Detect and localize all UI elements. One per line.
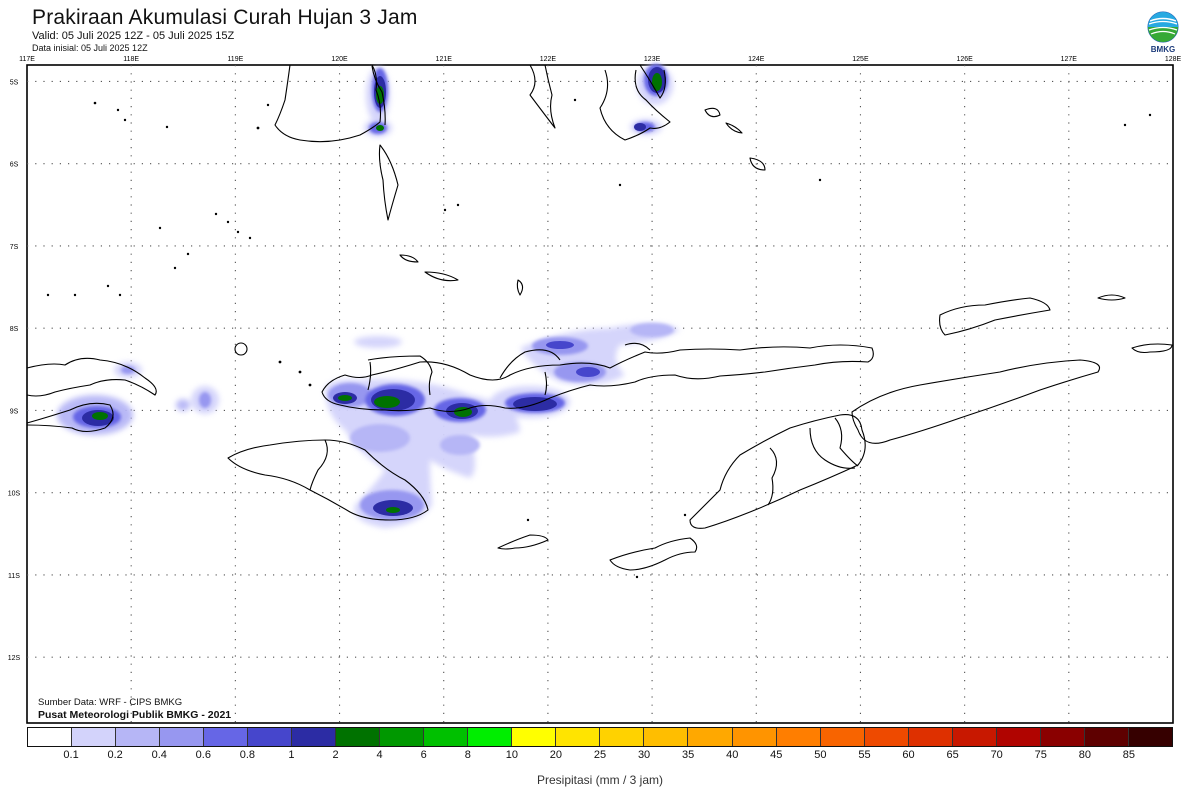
legend-unit: Presipitasi (mm / 3 jam) <box>536 773 664 787</box>
legend-swatch <box>468 728 513 746</box>
legend-label: 35 <box>682 749 695 761</box>
legend-swatch <box>864 728 909 746</box>
legend-label: 50 <box>814 749 827 761</box>
latitude-labels: 5S 6S 7S 8S 9S 10S 11S 12S <box>8 79 21 662</box>
data-source: Sumber Data: WRF - CIPS BMKG <box>38 697 183 708</box>
legend-label: 70 <box>990 749 1003 761</box>
legend-label: 2 <box>332 749 339 761</box>
bmkg-logo-icon <box>1147 11 1179 43</box>
legend-swatch <box>1128 728 1172 746</box>
legend-label: 75 <box>1034 749 1047 761</box>
legend-swatch <box>424 728 469 746</box>
legend-label: 6 <box>420 749 427 761</box>
latitude-label: 10S <box>8 491 21 498</box>
legend-label: 45 <box>770 749 783 761</box>
islets <box>46 98 1152 579</box>
longitude-label: 124E <box>748 56 765 63</box>
legend-label: 0.8 <box>239 749 256 761</box>
producer-credit: Pusat Meteorologi Publik BMKG - 2021 <box>38 709 232 721</box>
longitude-label: 125E <box>852 56 869 63</box>
longitude-label: 122E <box>540 56 557 63</box>
latitude-label: 12S <box>8 655 21 662</box>
rainfall-map: 117E 118E 119E 120E 121E 122E 123E 124E 125E 126E… <box>8 56 1181 724</box>
longitude-label: 121E <box>436 56 453 63</box>
initial-data: Data inisial: 05 Juli 2025 12Z <box>32 43 148 53</box>
legend-label: 0.2 <box>107 749 123 761</box>
legend-label: 0.6 <box>195 749 211 761</box>
latitude-label: 8S <box>10 326 19 333</box>
latitude-label: 11S <box>8 573 20 580</box>
legend-swatch <box>292 728 337 746</box>
legend-label: 60 <box>902 749 915 761</box>
precipitation-layer <box>57 64 680 528</box>
longitude-label: 119E <box>227 56 243 63</box>
legend-label: 30 <box>637 749 651 761</box>
legend-swatch <box>204 728 249 746</box>
legend-swatch <box>688 728 733 746</box>
latitude-label: 6S <box>10 162 19 169</box>
legend-swatch <box>512 728 557 746</box>
legend-swatch <box>72 728 117 746</box>
legend-swatch <box>776 728 821 746</box>
legend-label: 25 <box>593 749 607 761</box>
legend-label: 1 <box>288 749 295 761</box>
legend-swatch <box>952 728 997 746</box>
legend-swatch <box>116 728 161 746</box>
longitude-labels: 117E 118E 119E 120E 121E 122E 123E 124E 125E 126E… <box>19 56 1181 63</box>
legend-label: 0.1 <box>63 749 79 761</box>
legend-swatch <box>1040 728 1085 746</box>
legend-label: 65 <box>946 749 959 761</box>
legend-label: 10 <box>505 749 518 761</box>
legend-swatch <box>996 728 1041 746</box>
coastlines <box>26 64 1173 571</box>
latitude-label: 9S <box>10 408 19 415</box>
legend-swatch <box>556 728 601 746</box>
longitude-label: 126E <box>956 56 973 63</box>
legend-swatch <box>28 728 73 746</box>
legend-label: 8 <box>464 749 471 761</box>
longitude-label: 128E <box>1165 56 1182 63</box>
longitude-label: 123E <box>644 56 661 63</box>
map-title: Prakiraan Akumulasi Curah Hujan 3 Jam <box>32 6 418 29</box>
legend-label: 40 <box>726 749 739 761</box>
valid-period: Valid: 05 Juli 2025 12Z - 05 Juli 2025 1… <box>32 30 235 42</box>
longitude-label: 117E <box>19 56 35 63</box>
legend-label: 20 <box>549 749 563 761</box>
bmkg-logo: BMKG <box>1143 10 1183 56</box>
longitude-label: 120E <box>331 56 348 63</box>
longitude-label: 118E <box>123 56 139 63</box>
legend-swatch <box>336 728 381 746</box>
legend-label: 55 <box>858 749 871 761</box>
legend-swatch <box>160 728 205 746</box>
legend-label: 80 <box>1078 749 1091 761</box>
legend-swatch <box>600 728 645 746</box>
legend-swatch <box>908 728 953 746</box>
legend-swatch <box>380 728 425 746</box>
latitude-label: 5S <box>10 79 19 86</box>
legend-label: 85 <box>1122 749 1136 761</box>
legend-swatch <box>644 728 689 746</box>
legend-swatch <box>820 728 865 746</box>
legend-label: 4 <box>376 749 383 761</box>
legend-swatch <box>248 728 293 746</box>
precipitation-legend <box>27 727 1173 747</box>
map-frame <box>26 64 1174 724</box>
legend-swatch <box>1084 728 1129 746</box>
longitude-label: 127E <box>1061 56 1078 63</box>
legend-swatch <box>732 728 777 746</box>
legend-label: 0.4 <box>151 749 167 761</box>
latitude-label: 7S <box>10 244 19 251</box>
bmkg-logo-text: BMKG <box>1150 45 1176 54</box>
